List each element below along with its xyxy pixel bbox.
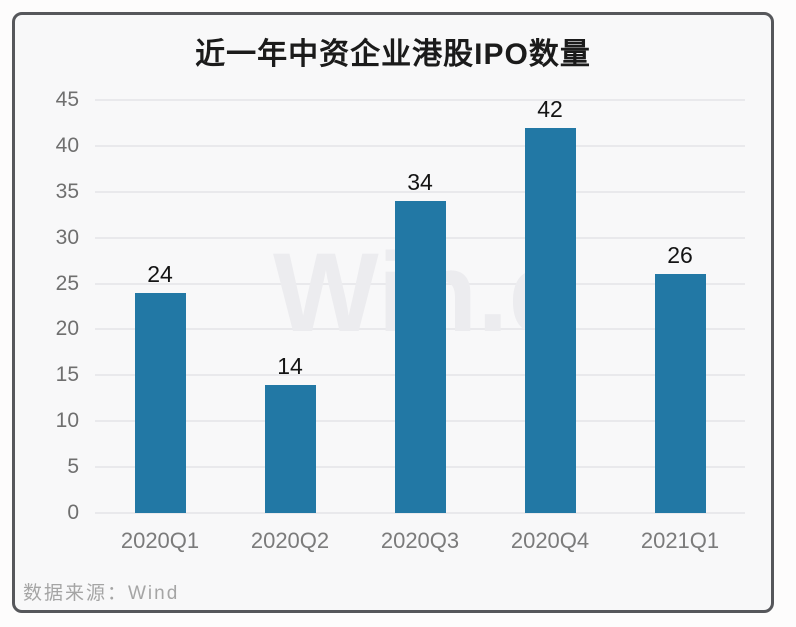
bar-2020Q4 xyxy=(524,127,576,513)
y-axis-tick-label: 0 xyxy=(67,501,79,524)
y-axis-tick-label: 30 xyxy=(55,225,79,249)
bar-2020Q3 xyxy=(394,201,446,513)
bar-2020Q1 xyxy=(134,292,186,513)
gridline-y35 xyxy=(95,190,745,193)
data-source-label: 数据来源：Wind xyxy=(23,583,180,604)
bar-value-label: 34 xyxy=(407,169,433,195)
bar-2020Q2 xyxy=(264,384,316,513)
x-axis-label-2020Q2: 2020Q2 xyxy=(250,528,330,553)
x-axis-label-2020Q1: 2020Q1 xyxy=(120,528,200,553)
y-axis-tick-label: 15 xyxy=(55,363,79,387)
bar-value-label: 42 xyxy=(537,95,563,122)
bar-2021Q1 xyxy=(654,274,706,513)
plot-area: Win.d 051015202530354045242020Q1142020Q2… xyxy=(15,15,771,610)
y-axis-tick-label: 5 xyxy=(67,455,79,479)
y-axis-tick-label: 20 xyxy=(55,317,79,341)
bar-value-label: 14 xyxy=(277,352,303,379)
bar-value-label: 24 xyxy=(147,260,173,287)
gridline-y45 xyxy=(95,99,745,101)
gridline-y0 xyxy=(95,512,745,514)
x-axis-label-2020Q3: 2020Q3 xyxy=(380,528,460,553)
y-axis-tick-label: 25 xyxy=(55,271,79,295)
y-axis-tick-label: 10 xyxy=(55,409,79,433)
chart-title: 近一年中资企业港股IPO数量 xyxy=(195,38,591,71)
x-axis-label-2020Q4: 2020Q4 xyxy=(510,528,590,553)
x-axis-label-2021Q1: 2021Q1 xyxy=(640,528,720,553)
chart-card: 近一年中资企业港股IPO数量 Win.d 0510152025303540452… xyxy=(12,12,774,613)
y-axis-tick-label: 45 xyxy=(55,88,79,111)
gridline-y40 xyxy=(95,144,745,147)
y-axis-tick-label: 35 xyxy=(55,179,79,203)
y-axis-tick-label: 40 xyxy=(55,133,79,157)
bar-value-label: 26 xyxy=(667,242,693,269)
